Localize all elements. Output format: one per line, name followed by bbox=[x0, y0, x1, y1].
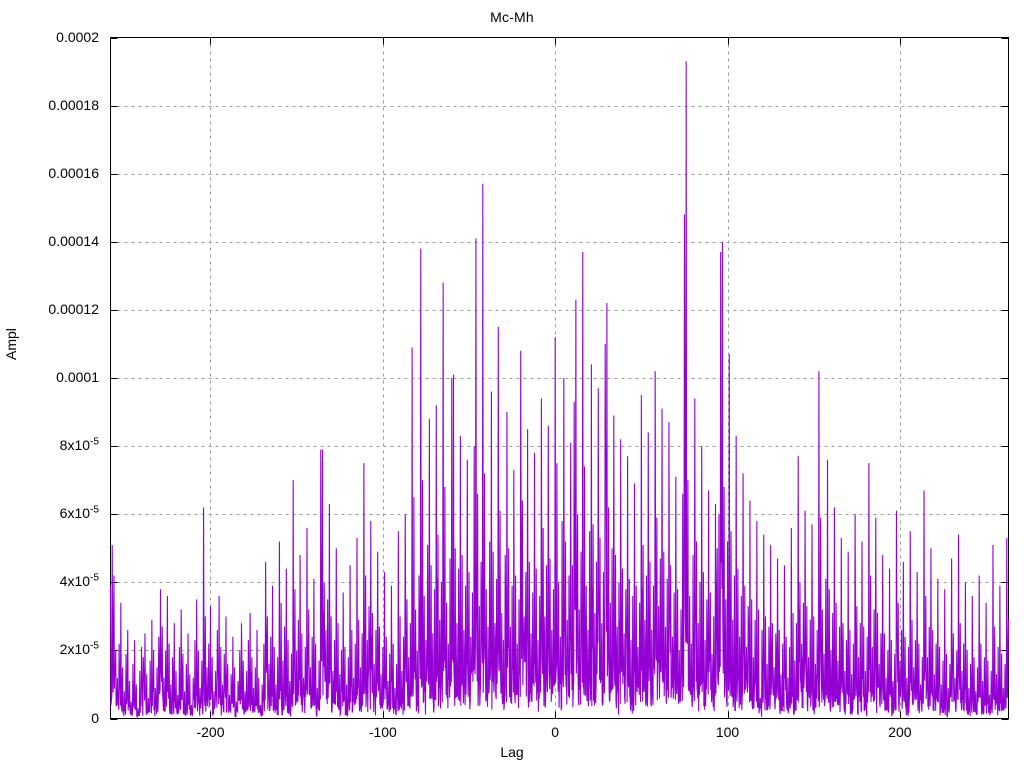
y-tick-label-text: 0.00018 bbox=[48, 96, 99, 113]
x-tick-label: 100 bbox=[715, 724, 740, 740]
y-tick-label: 0.0002 bbox=[0, 29, 99, 45]
y-tick-label-text: 0.0001 bbox=[56, 369, 99, 385]
y-tick-label-text: 2x10-5 bbox=[59, 640, 99, 658]
x-tick-label: -200 bbox=[196, 724, 225, 740]
y-tick-label-text: 0.00012 bbox=[48, 300, 99, 317]
y-tick-label-text: 6x10-5 bbox=[59, 504, 99, 522]
plot-frame-border bbox=[110, 37, 1009, 719]
y-tick-label: 0.00018 bbox=[0, 97, 99, 113]
y-tick-label: 0.00012 bbox=[0, 301, 99, 317]
y-tick-label: 0.00016 bbox=[0, 165, 99, 181]
y-tick-label: 0.00014 bbox=[0, 233, 99, 249]
x-tick-label: 0 bbox=[551, 724, 560, 740]
y-tick-label-text: 4x10-5 bbox=[59, 572, 99, 590]
y-tick-label-text: 0.00014 bbox=[48, 232, 99, 249]
chart-title: Mc-Mh bbox=[490, 9, 534, 25]
y-tick-label-text: 0.0002 bbox=[56, 28, 99, 45]
x-tick-label: 200 bbox=[888, 724, 912, 740]
y-tick-label-text: 8x10-5 bbox=[59, 436, 99, 454]
data-series-line bbox=[109, 61, 1010, 719]
y-tick-label: 0.0001 bbox=[0, 369, 99, 385]
y-tick-label: 2x10-5 bbox=[0, 641, 99, 657]
y-tick-label: 8x10-5 bbox=[0, 437, 99, 453]
axis-tick-marks bbox=[110, 37, 1009, 720]
y-tick-label-text: 0.00016 bbox=[48, 164, 99, 181]
y-tick-label: 0 bbox=[0, 710, 99, 726]
y-tick-label: 4x10-5 bbox=[0, 573, 99, 589]
x-axis-label: Lag bbox=[500, 744, 524, 760]
y-tick-label: 6x10-5 bbox=[0, 505, 99, 521]
y-tick-label-text: 0 bbox=[91, 709, 99, 726]
x-tick-label: -100 bbox=[368, 724, 397, 740]
